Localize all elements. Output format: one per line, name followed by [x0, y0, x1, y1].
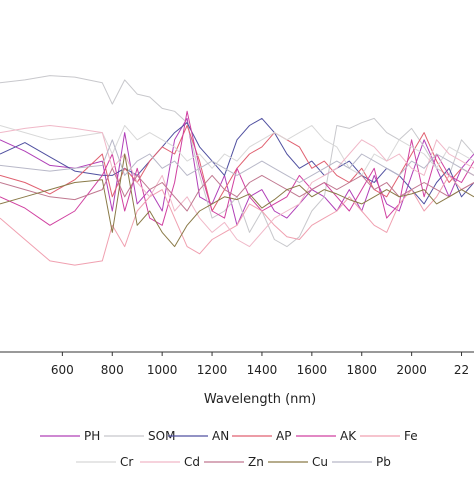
- series-line-pb: [0, 139, 474, 183]
- legend-label-zn: Zn: [248, 455, 264, 469]
- x-tick-label: 1600: [297, 363, 328, 377]
- x-tick-label: 1800: [346, 363, 377, 377]
- x-tick-label: 1200: [197, 363, 228, 377]
- x-tick-label: 22: [454, 363, 469, 377]
- legend-label-cu: Cu: [312, 455, 328, 469]
- series-line-zn: [0, 167, 474, 212]
- legend-label-cr: Cr: [120, 455, 133, 469]
- legend-label-cd: Cd: [184, 455, 200, 469]
- x-tick-label: 2000: [396, 363, 427, 377]
- x-axis-ticks: 600 800 1000 1200 1400 1600 1800 2000 22: [51, 352, 469, 377]
- legend-label-pb: Pb: [376, 455, 391, 469]
- series-line-fe: [0, 174, 474, 266]
- legend-label-ak: AK: [340, 429, 357, 443]
- x-tick-label: 1400: [247, 363, 278, 377]
- legend-label-som: SOM: [148, 429, 175, 443]
- legend-label-ap: AP: [276, 429, 291, 443]
- x-axis-title: Wavelength (nm): [204, 392, 316, 407]
- plot-area: [0, 75, 474, 266]
- series-line-cr: [0, 125, 474, 176]
- series-line-cd: [0, 125, 474, 248]
- x-tick-label: 600: [51, 363, 74, 377]
- series-line-cu: [0, 153, 474, 248]
- x-tick-label: 800: [101, 363, 124, 377]
- legend-label-fe: Fe: [404, 429, 418, 443]
- x-tick-label: 1000: [147, 363, 178, 377]
- legend-label-an: AN: [212, 429, 229, 443]
- legend-label-ph: PH: [84, 429, 100, 443]
- legend: PH SOM AN AP AK Fe Cr Cd Zn Cu Pb: [40, 429, 418, 469]
